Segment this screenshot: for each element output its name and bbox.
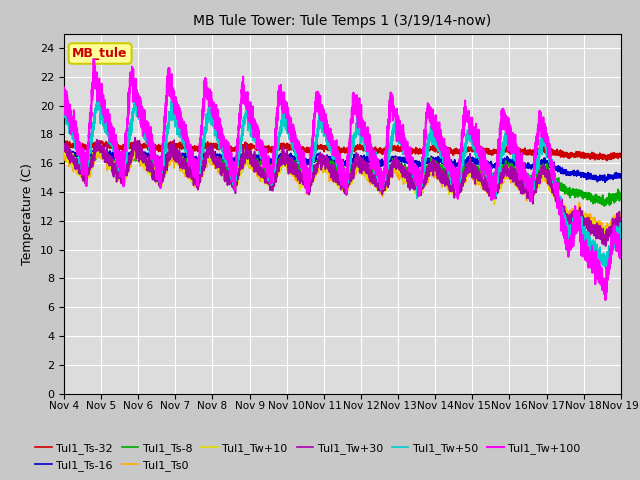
- Text: MB_tule: MB_tule: [72, 47, 128, 60]
- Title: MB Tule Tower: Tule Temps 1 (3/19/14-now): MB Tule Tower: Tule Temps 1 (3/19/14-now…: [193, 14, 492, 28]
- Legend: Tul1_Ts-32, Tul1_Ts-16, Tul1_Ts-8, Tul1_Ts0, Tul1_Tw+10, Tul1_Tw+30, Tul1_Tw+50,: Tul1_Ts-32, Tul1_Ts-16, Tul1_Ts-8, Tul1_…: [31, 439, 585, 475]
- Y-axis label: Temperature (C): Temperature (C): [22, 163, 35, 264]
